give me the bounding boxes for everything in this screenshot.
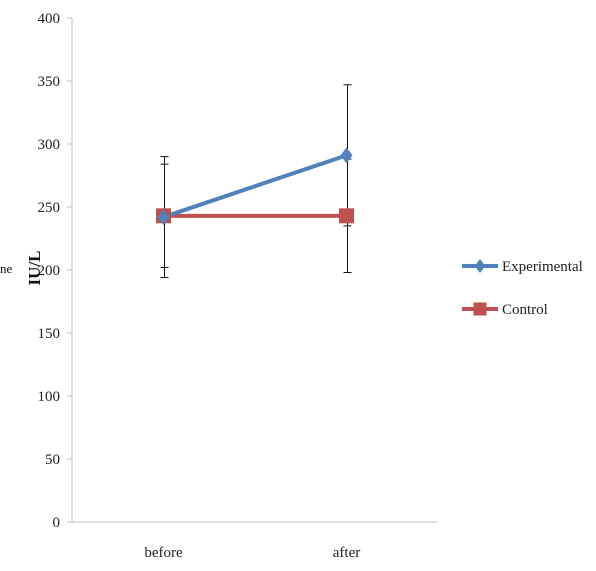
y-tick-label: 100 [38,389,61,405]
data-point-control [339,208,354,223]
legend: Experimental Control [462,259,583,318]
y-tick-label: 250 [38,200,61,216]
series-layer [156,147,354,225]
y-tick-label: 50 [45,452,60,468]
legend-label-control: Control [502,302,548,318]
y-axis-label-fragment: ne [0,261,13,276]
error-bars [161,85,352,278]
y-tick-label: 400 [38,11,61,27]
y-tick-label: 150 [38,326,61,342]
x-tick-label: after [333,545,360,561]
legend-label-experimental: Experimental [502,259,583,275]
y-tick-label: 350 [38,74,61,90]
legend-marker-control [474,303,487,316]
x-tick-label: before [144,545,183,561]
data-point-experimental [341,147,353,163]
y-axis-label: IU/L [25,251,44,286]
y-tick-label: 300 [38,137,61,153]
series-line-experimental [164,155,347,217]
legend-marker-experimental [475,259,486,273]
y-tick-label: 0 [53,515,61,531]
